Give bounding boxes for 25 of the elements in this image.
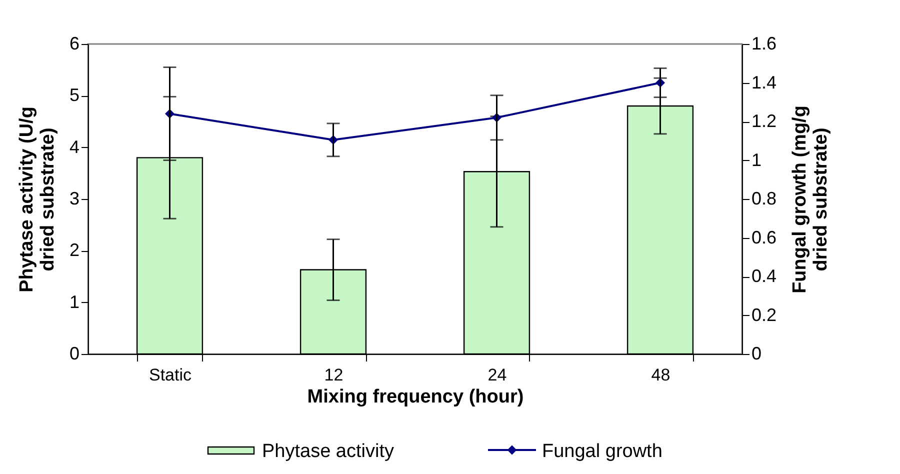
y2-tick-label: 0.2 [752, 304, 777, 325]
y-tick-label: 6 [69, 34, 80, 54]
legend-label: Fungal growth [542, 441, 662, 462]
y2-tick-label: 0.4 [752, 266, 777, 286]
y-tick-label: 2 [69, 240, 80, 260]
y2-tick-label: 1.2 [752, 111, 777, 131]
y2-tick-label: 1.4 [752, 72, 777, 92]
y-tick-label: 5 [69, 85, 80, 106]
x-tick-label: 48 [651, 366, 670, 384]
y2-tick-label: 0.8 [752, 188, 777, 208]
x-tick-label: Static [148, 366, 192, 384]
y-tick-label: 3 [69, 188, 80, 208]
y-tick-label: 4 [69, 136, 80, 157]
x-axis-title: Mixing frequency (hour) [307, 386, 524, 408]
y-tick-label: 0 [69, 344, 80, 364]
legend-label: Phytase activity [262, 441, 394, 462]
x-tick-label: 24 [488, 366, 507, 384]
y-tick-label: 1 [69, 292, 80, 312]
y2-tick-label: 0.6 [752, 227, 777, 248]
y-axis-title: Phytase activity (U/g dried substrate) [16, 106, 58, 292]
y2-tick-label: 1.6 [752, 34, 777, 54]
y2-axis-title: Fungal growth (mg/g dried substrate) [790, 106, 832, 294]
y2-tick-label: 0 [752, 344, 762, 364]
y2-tick-label: 1 [752, 150, 762, 170]
x-tick-label: 12 [324, 366, 344, 384]
